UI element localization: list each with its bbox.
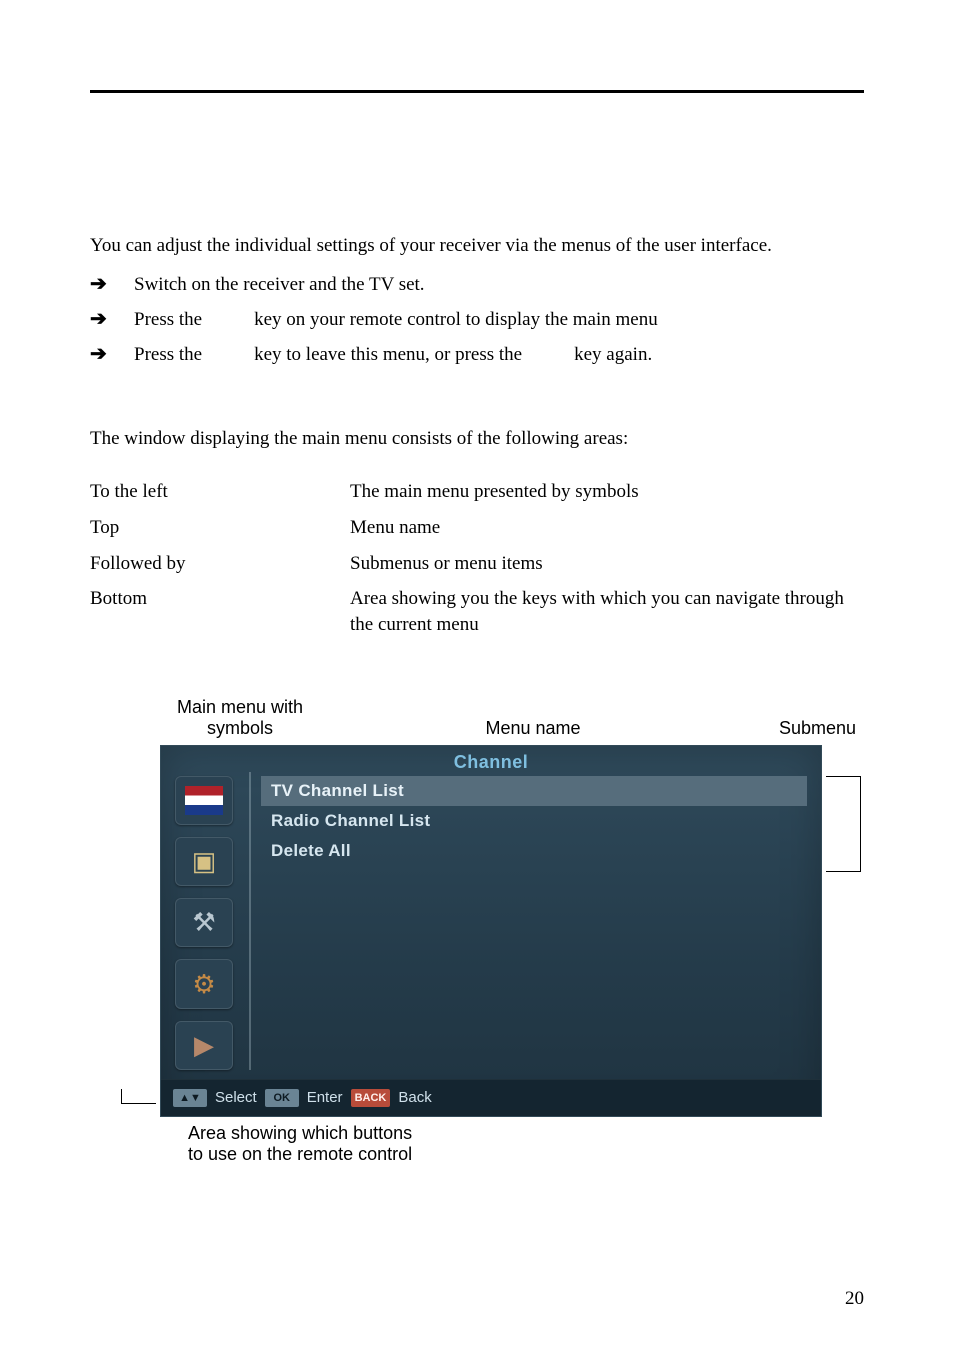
- area-label: Top: [90, 515, 350, 541]
- bullet-3-a: Press the: [134, 344, 202, 365]
- key-ok-icon: OK: [265, 1089, 299, 1107]
- bullet-list: ➔ Switch on the receiver and the TV set.…: [90, 271, 864, 366]
- footer-select: Select: [215, 1089, 257, 1106]
- areas-table: To the left The main menu presented by s…: [90, 479, 864, 637]
- osd-item-tv: TV Channel List: [261, 776, 807, 806]
- osd-item-radio: Radio Channel List: [261, 806, 807, 836]
- arrow-icon: ➔: [90, 271, 134, 296]
- osd-title: Channel: [161, 752, 821, 773]
- area-label: To the left: [90, 479, 350, 505]
- bullet-1: ➔ Switch on the receiver and the TV set.: [90, 271, 864, 296]
- osd-screenshot: Channel ▣ ⚒ ⚙ ▶ TV Channel List Radio Ch…: [160, 745, 822, 1117]
- bullet-2-text: Press the key on your remote control to d…: [134, 309, 864, 331]
- area-label: Bottom: [90, 586, 350, 612]
- flag-icon: [175, 776, 233, 825]
- label-navarea-l1: Area showing which buttons: [188, 1123, 412, 1143]
- area-label: Followed by: [90, 551, 350, 577]
- callout-nav-bracket: [121, 1089, 156, 1104]
- callout-submenu-bracket: [826, 776, 861, 872]
- label-mainmenu-l2: symbols: [207, 718, 273, 738]
- area-desc: Area showing you the keys with which you…: [350, 586, 864, 637]
- settings-icon: ⚙: [175, 959, 233, 1008]
- arrow-icon: ➔: [90, 306, 134, 331]
- osd-footer: ▲▼ Select OK Enter BACK Back: [161, 1079, 821, 1116]
- arrow-icon: ➔: [90, 341, 134, 366]
- area-desc: Submenus or menu items: [350, 551, 864, 577]
- tv-icon: ▣: [175, 837, 233, 886]
- osd-submenu-list: TV Channel List Radio Channel List Delet…: [261, 776, 807, 866]
- intro-paragraph: You can adjust the individual settings o…: [90, 233, 864, 259]
- bullet-3: ➔ Press the key to leave this menu, or pr…: [90, 341, 864, 366]
- label-mainmenu: Main menu with symbols: [160, 697, 320, 738]
- bullet-3-b: key to leave this menu, or press the: [254, 344, 522, 365]
- label-menuname: Menu name: [320, 718, 746, 739]
- key-updown-icon: ▲▼: [173, 1089, 207, 1107]
- area-row-followed: Followed by Submenus or menu items: [90, 551, 864, 577]
- footer-enter: Enter: [307, 1089, 343, 1106]
- page-number: 20: [845, 1288, 864, 1310]
- osd-item-delete: Delete All: [261, 836, 807, 866]
- label-mainmenu-l1: Main menu with: [177, 697, 303, 717]
- bullet-2: ➔ Press the key on your remote control to…: [90, 306, 864, 331]
- label-navarea-l2: to use on the remote control: [188, 1144, 412, 1164]
- bullet-3-text: Press the key to leave this menu, or pres…: [134, 344, 864, 366]
- osd-sidebar: ▣ ⚒ ⚙ ▶: [171, 772, 243, 1070]
- osd-divider: [249, 772, 251, 1070]
- area-row-top: Top Menu name: [90, 515, 864, 541]
- menu-figure: Main menu with symbols Menu name Submenu…: [160, 697, 860, 1166]
- media-icon: ▶: [175, 1021, 233, 1070]
- areas-intro: The window displaying the main menu cons…: [90, 426, 864, 452]
- label-submenu: Submenu: [746, 718, 860, 739]
- bullet-3-c: key again.: [574, 344, 652, 365]
- label-navarea: Area showing which buttons to use on the…: [188, 1123, 860, 1166]
- figure-top-labels: Main menu with symbols Menu name Submenu: [160, 697, 860, 738]
- area-row-bottom: Bottom Area showing you the keys with wh…: [90, 586, 864, 637]
- area-desc: Menu name: [350, 515, 864, 541]
- bullet-2-b: key on your remote control to display th…: [254, 309, 658, 330]
- bullet-2-a: Press the: [134, 309, 202, 330]
- header-rule: [90, 90, 864, 93]
- bullet-1-text: Switch on the receiver and the TV set.: [134, 274, 864, 296]
- area-row-left: To the left The main menu presented by s…: [90, 479, 864, 505]
- tools-icon: ⚒: [175, 898, 233, 947]
- area-desc: The main menu presented by symbols: [350, 479, 864, 505]
- footer-back: Back: [398, 1089, 431, 1106]
- key-back-icon: BACK: [351, 1089, 391, 1107]
